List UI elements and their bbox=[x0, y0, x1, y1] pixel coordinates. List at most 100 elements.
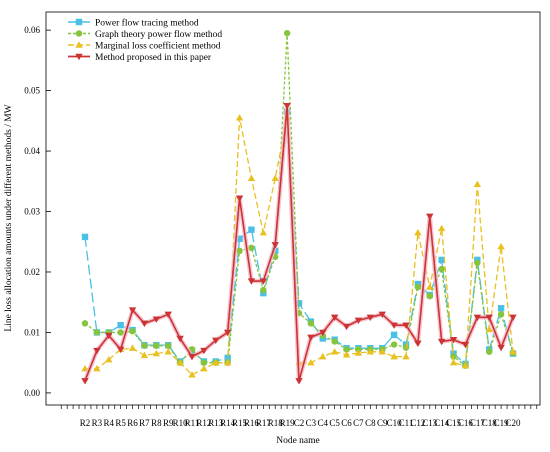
legend-label: Power flow tracing method bbox=[95, 18, 199, 29]
x-tick-label: R10 bbox=[173, 418, 189, 428]
data-point bbox=[474, 259, 481, 267]
x-tick-label: R4 bbox=[104, 418, 115, 428]
data-point bbox=[295, 378, 303, 385]
data-point bbox=[402, 352, 410, 360]
data-point bbox=[235, 195, 244, 202]
data-point bbox=[414, 228, 422, 236]
data-point bbox=[152, 316, 161, 323]
data-point bbox=[236, 235, 243, 242]
x-tick-label: C14 bbox=[434, 418, 450, 428]
x-tick-label: R2 bbox=[80, 418, 91, 428]
legend-label: Graph theory power flow method bbox=[95, 29, 222, 40]
data-point bbox=[224, 354, 231, 362]
y-axis-title: Line loss allocation amounts under diffe… bbox=[3, 104, 14, 331]
data-point bbox=[307, 358, 315, 366]
data-point bbox=[485, 314, 493, 322]
x-tick-label: C12 bbox=[410, 418, 425, 428]
data-point bbox=[200, 359, 208, 366]
x-tick-label: C11 bbox=[399, 418, 414, 428]
x-tick-label: C13 bbox=[422, 418, 438, 428]
data-point bbox=[283, 29, 291, 37]
x-tick-label: C5 bbox=[329, 418, 340, 428]
data-point bbox=[486, 348, 493, 355]
data-point bbox=[378, 311, 386, 319]
data-point bbox=[212, 337, 220, 345]
data-point bbox=[140, 351, 149, 359]
legend-item-2: Graph theory power flow method bbox=[68, 29, 222, 40]
data-point bbox=[449, 358, 458, 366]
data-point bbox=[497, 344, 505, 352]
data-point bbox=[437, 224, 446, 232]
x-tick-label: C6 bbox=[341, 418, 352, 428]
data-point bbox=[81, 320, 89, 327]
x-tick-label: R8 bbox=[151, 418, 162, 428]
data-point bbox=[402, 344, 410, 351]
data-point bbox=[402, 322, 410, 329]
x-tick-label: C20 bbox=[505, 418, 521, 428]
legend-label: Marginal loss coefficient method bbox=[95, 41, 221, 52]
x-axis-title: Node name bbox=[276, 436, 320, 446]
x-tick-label: C9 bbox=[377, 418, 388, 428]
data-point bbox=[117, 329, 124, 336]
x-tick-label: R6 bbox=[127, 418, 138, 428]
data-point bbox=[390, 322, 398, 329]
data-point bbox=[75, 41, 83, 48]
x-tick-label: R19 bbox=[280, 418, 296, 428]
x-tick-label: R15 bbox=[232, 418, 248, 428]
data-point bbox=[426, 292, 433, 300]
data-point bbox=[105, 355, 113, 363]
data-point bbox=[331, 338, 338, 345]
y-tick-label: 0.00 bbox=[24, 388, 40, 398]
data-point bbox=[414, 340, 422, 348]
data-point bbox=[390, 352, 398, 360]
data-point bbox=[75, 53, 83, 61]
data-point bbox=[330, 348, 339, 355]
x-tick-label: C4 bbox=[318, 418, 329, 428]
data-point bbox=[390, 331, 398, 339]
legend-item-4: Method proposed in this paper bbox=[68, 53, 212, 63]
data-point bbox=[212, 358, 220, 366]
series-halo bbox=[82, 103, 516, 384]
data-point bbox=[188, 353, 196, 361]
y-tick-label: 0.06 bbox=[24, 25, 40, 35]
data-point bbox=[200, 365, 208, 372]
axes: 0.00 0.01 0.02 0.03 0.04 0.05 0.06 R2 R3 R4 R5 R6 R7… bbox=[24, 11, 541, 428]
data-point bbox=[200, 347, 208, 355]
data-point bbox=[438, 265, 445, 273]
data-point bbox=[283, 103, 291, 110]
data-point bbox=[342, 323, 351, 331]
data-point bbox=[438, 256, 445, 264]
data-point bbox=[461, 341, 470, 349]
data-point bbox=[81, 365, 89, 372]
data-point bbox=[129, 328, 136, 335]
data-point bbox=[223, 358, 232, 366]
legend-label: Method proposed in this paper bbox=[95, 53, 212, 63]
data-point bbox=[93, 365, 101, 372]
data-point bbox=[497, 242, 505, 250]
data-point bbox=[259, 278, 268, 285]
data-point bbox=[485, 325, 493, 333]
x-tick-label: C16 bbox=[458, 418, 474, 428]
data-point bbox=[354, 349, 363, 356]
data-point bbox=[75, 18, 83, 26]
x-tick-label: R3 bbox=[92, 418, 103, 428]
y-tick-label: 0.05 bbox=[24, 86, 40, 96]
x-tick-label: C15 bbox=[446, 418, 462, 428]
series-4 bbox=[81, 103, 517, 385]
data-point bbox=[509, 314, 517, 322]
x-tick-label: R7 bbox=[139, 418, 150, 428]
x-tick-label: C8 bbox=[365, 418, 376, 428]
data-point bbox=[473, 180, 482, 188]
data-point bbox=[271, 174, 279, 181]
data-point bbox=[116, 346, 125, 354]
x-tick-label: C17 bbox=[470, 418, 486, 428]
x-tick-label: R12 bbox=[196, 418, 211, 428]
data-point bbox=[247, 278, 256, 285]
data-point bbox=[319, 329, 327, 337]
data-point bbox=[449, 337, 458, 344]
data-point bbox=[248, 226, 255, 233]
data-point bbox=[354, 317, 363, 325]
data-point bbox=[164, 348, 172, 355]
data-point bbox=[414, 283, 422, 291]
